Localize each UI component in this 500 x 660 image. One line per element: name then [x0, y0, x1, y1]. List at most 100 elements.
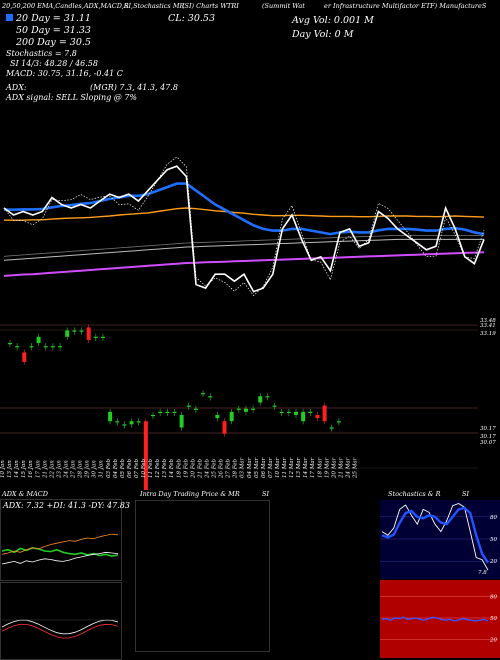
candle-body — [15, 346, 20, 348]
ema20-legend: 20 Day = 31.11 — [6, 13, 91, 24]
x-tick-label: 15 Jan — [21, 460, 27, 478]
adx-minus_di-line — [1, 551, 119, 565]
x-tick-label: 12 Feb — [155, 458, 161, 478]
main-price-chart — [3, 156, 485, 297]
x-tick-label: 21 Jan — [42, 460, 48, 479]
candle-body — [193, 408, 198, 410]
x-tick-label: 17 Jan — [35, 460, 41, 478]
x-tick-label: 19 Feb — [183, 458, 189, 478]
x-tick-label: 06 Mar — [261, 457, 267, 478]
candle-body — [129, 421, 134, 425]
candle-body — [100, 336, 105, 338]
candle-body — [58, 346, 63, 348]
x-tick-label: 17 Mar — [310, 457, 316, 478]
candle-body — [36, 336, 41, 344]
candle-body — [329, 427, 334, 429]
macd-value: MACD: 30.75, 31.16, -0.41 C — [6, 69, 123, 78]
x-tick-label: 28 Feb — [233, 458, 239, 479]
x-tick-label: 03 Feb — [106, 458, 112, 478]
stoch-line: SI,Stochastics MR — [124, 2, 185, 10]
x-tick-label: 10 Feb — [141, 458, 147, 478]
candle-body — [136, 421, 141, 423]
x-tick-label: 24 Jan — [63, 460, 69, 479]
x-tick-label: 13 Feb — [162, 458, 168, 478]
x-tick-label: 30 Jan — [92, 460, 98, 478]
x-tick-label: 05 Feb — [120, 458, 126, 478]
ema200-legend: 200 Day = 30.5 — [16, 37, 91, 48]
macd-line — [1, 619, 119, 635]
stoch-y-tick: 80 — [490, 515, 497, 521]
stoch-slow-line — [381, 506, 490, 564]
stoch-point-label: 7.8 — [478, 570, 487, 576]
candle-body — [208, 396, 213, 398]
candle-body — [201, 393, 206, 395]
candle-body — [29, 346, 34, 348]
x-tick-label: 21 Feb — [197, 458, 203, 479]
macd-signal-line — [1, 623, 119, 639]
y-tick-label: 30.07 — [480, 440, 496, 446]
x-tick-label: 07 Feb — [134, 458, 140, 478]
candle-body — [72, 330, 77, 332]
close-price: CL: 30.53 — [168, 13, 215, 24]
intraday-title: Intra Day Trading Price & MR — [140, 490, 240, 498]
candle-body — [215, 414, 220, 419]
candle-body — [86, 327, 91, 340]
y-tick-label: 33.19 — [480, 331, 496, 337]
x-tick-label: 20 Feb — [190, 458, 196, 479]
adx-signal: ADX signal: SELL Sloping @ 7% — [6, 93, 138, 102]
x-tick-label: 19 Mar — [324, 457, 330, 478]
stoch-y-tick: 50 — [490, 537, 497, 543]
candle-body — [165, 411, 170, 414]
candle-body — [93, 336, 98, 338]
candle-body — [272, 405, 277, 407]
stoch-y-tick: 20 — [489, 559, 497, 565]
x-tick-label: 26 Feb — [219, 458, 225, 479]
candle-body — [294, 411, 298, 415]
series-ema200-band-line — [3, 235, 484, 257]
candle-body — [122, 424, 127, 426]
candle-body — [179, 414, 184, 428]
adx-adx-line — [1, 533, 119, 555]
si-y-tick: 50 — [490, 616, 497, 622]
si-y-tick: 80 — [490, 594, 497, 600]
candle-body — [258, 396, 263, 403]
x-tick-label: 24 Feb — [204, 458, 210, 479]
day-volume: Day Vol: 0 M — [292, 29, 354, 40]
y-tick-label: 33.41 — [480, 323, 496, 329]
candle-body — [43, 346, 48, 348]
si-line — [381, 616, 489, 622]
charts-title: (SI) Charts WTRI — [182, 2, 239, 10]
x-tick-label: 10 Mar — [275, 457, 281, 478]
indicators-line: 20,50,200 EMA,Candles,ADX,MACD,R — [2, 2, 129, 10]
adx-legend: ADX: 7.32 +DI: 41.3 -DY: 47.83 — [3, 501, 130, 510]
x-tick-label: 11 Mar — [282, 457, 288, 478]
x-tick-label: 20 Mar — [331, 457, 337, 479]
x-tick-label: 12 Mar — [289, 457, 295, 478]
candle-body — [158, 411, 163, 414]
candle-body — [22, 352, 27, 362]
candle-body — [65, 330, 70, 337]
fund-name-b: er Infrastructure Multifactor ETF) Manuf… — [324, 2, 487, 10]
x-tick-label: 14 Feb — [169, 458, 175, 478]
stoch-title-b: SI — [462, 490, 470, 498]
candle-body — [243, 408, 248, 412]
x-tick-label: 21 Mar — [338, 457, 344, 479]
x-tick-label: 07 Mar — [268, 457, 274, 478]
y-tick-label: 30.17 — [480, 426, 496, 432]
candle-body — [151, 414, 155, 417]
candle-body — [108, 411, 113, 422]
ema20-swatch — [6, 14, 13, 21]
x-tick-label: 06 Feb — [127, 458, 133, 478]
x-tick-label: 05 Mar — [254, 457, 260, 478]
candle-body — [322, 405, 327, 422]
series-ema200-line — [3, 238, 484, 261]
candle-body — [143, 421, 148, 490]
candle-body — [301, 411, 306, 422]
stochastics-value: Stochastics = 7.8 — [6, 49, 77, 58]
x-tick-label: 03 Mar — [240, 457, 246, 478]
x-tick-label: 25 Feb — [212, 458, 218, 479]
x-tick-label: 10 Jan — [0, 460, 6, 478]
dotted-oscillator-line — [3, 156, 485, 297]
